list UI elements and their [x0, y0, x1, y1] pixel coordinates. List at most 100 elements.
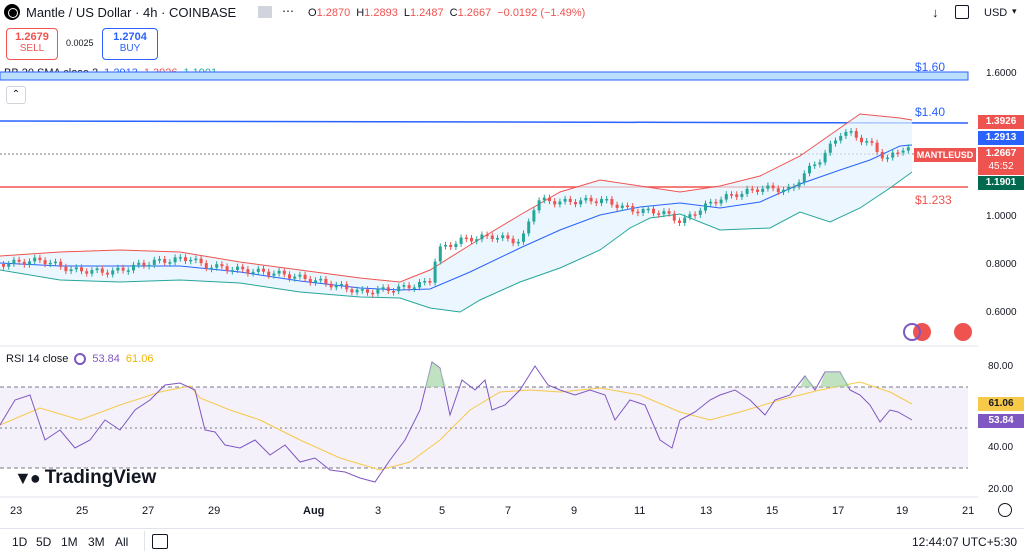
candle-body: [672, 213, 676, 221]
candle-body: [433, 261, 437, 283]
candle-body: [740, 193, 744, 197]
candle-body: [298, 274, 302, 277]
price-tick: 0.6000: [986, 307, 1017, 318]
candle-body: [423, 280, 427, 283]
candle-body: [886, 157, 889, 160]
rsi-ma-line: [0, 381, 913, 471]
level-1-40-line: [0, 120, 969, 124]
candle-body: [220, 264, 224, 267]
candle-body: [553, 201, 557, 205]
rsi-settings-icon[interactable]: [74, 353, 87, 365]
candle-body: [891, 152, 895, 158]
candle-body: [558, 201, 562, 205]
candle-body: [568, 198, 572, 203]
time-tick: 5: [439, 505, 446, 517]
candle-body: [771, 185, 775, 189]
mantle-logo-icon: [4, 4, 20, 20]
candle-body: [334, 284, 338, 288]
candle-body: [366, 289, 369, 293]
time-tick: 21: [962, 505, 975, 517]
candle-body: [464, 237, 468, 240]
currency-select[interactable]: USD: [984, 7, 1008, 19]
level-1-60-label: $1.60: [915, 60, 946, 74]
candle-body: [652, 208, 655, 214]
buy-button[interactable]: 1.2704 BUY: [102, 28, 158, 60]
candle-body: [230, 269, 234, 272]
candle-body: [620, 205, 624, 208]
candle-body: [12, 259, 16, 264]
candle-body: [95, 268, 99, 271]
candle-body: [386, 287, 390, 292]
rsi-line: [0, 361, 913, 483]
candle-body: [865, 141, 869, 143]
candle-body: [173, 257, 177, 263]
candle-body: [719, 199, 723, 204]
candle-body: [766, 185, 770, 189]
candle-body: [85, 271, 89, 274]
collapse-legend-button[interactable]: ⌃: [6, 86, 26, 104]
candle-body: [126, 270, 130, 272]
candle-body: [392, 291, 395, 293]
candle-body: [834, 140, 837, 144]
spread-value: 0.0025: [66, 38, 94, 48]
candle-body: [589, 197, 593, 202]
candle-body: [418, 282, 421, 288]
range-5d-button[interactable]: 5D: [36, 535, 52, 549]
candle-body: [48, 262, 52, 265]
candle-body: [43, 260, 47, 265]
calendar-icon[interactable]: [152, 534, 168, 549]
chevron-down-icon[interactable]: ▾: [1012, 6, 1017, 16]
candle-body: [828, 143, 832, 153]
candle-body: [641, 209, 645, 213]
candle-body: [80, 267, 83, 272]
tradingview-logo[interactable]: ▼● TradingView: [14, 467, 157, 488]
candle-body: [444, 244, 447, 247]
candle-body: [210, 267, 213, 270]
candle-body: [880, 152, 884, 159]
candle-body: [17, 259, 21, 262]
candle-body: [776, 188, 780, 193]
range-1m-button[interactable]: 1M: [61, 535, 78, 549]
candle-body: [688, 214, 692, 218]
candle-body: [849, 131, 853, 133]
candle-body: [329, 283, 333, 288]
candle-body: [808, 165, 811, 174]
more-icon[interactable]: ⋯: [282, 4, 294, 18]
candle-body: [324, 278, 328, 284]
range-1d-button[interactable]: 1D: [12, 535, 28, 549]
bb-lower-price-label: 1.1901: [978, 176, 1024, 190]
fullscreen-icon[interactable]: [955, 5, 969, 19]
time-tick: 13: [700, 505, 713, 517]
candle-body: [605, 198, 609, 201]
symbol-price-tag: MANTLEUSD: [914, 148, 976, 162]
candle-body: [839, 135, 843, 141]
candle-body: [319, 278, 323, 281]
download-icon[interactable]: ↓: [932, 5, 939, 20]
candle-body: [132, 264, 135, 271]
settings-gear-icon[interactable]: [998, 503, 1012, 517]
rsi-overbought-fill-2: [800, 372, 850, 387]
compare-icon[interactable]: [258, 6, 272, 18]
candle-body: [158, 258, 161, 261]
range-all-button[interactable]: All: [115, 535, 129, 549]
candle-body: [511, 238, 515, 244]
candle-body: [730, 194, 733, 196]
candle-body: [657, 213, 661, 215]
event-icon: [903, 323, 921, 341]
candle-body: [449, 244, 453, 248]
candle-body: [459, 237, 463, 244]
candle-body: [345, 284, 349, 290]
candle-body: [792, 186, 796, 189]
bb-upper-price-label: 1.3926: [978, 115, 1024, 129]
clock[interactable]: 12:44:07 UTC+5:30: [912, 535, 1018, 549]
time-tick: 25: [76, 505, 89, 517]
candle-body: [438, 246, 442, 262]
candle-body: [204, 263, 208, 269]
range-3m-button[interactable]: 3M: [88, 535, 105, 549]
sell-button[interactable]: 1.2679 SELL: [6, 28, 58, 60]
rsi-legend[interactable]: RSI 14 close 53.84 61.06: [6, 353, 153, 365]
candle-body: [480, 234, 484, 240]
symbol-title[interactable]: Mantle / US Dollar · 4h · COINBASE: [4, 4, 236, 20]
candle-body: [610, 198, 614, 205]
